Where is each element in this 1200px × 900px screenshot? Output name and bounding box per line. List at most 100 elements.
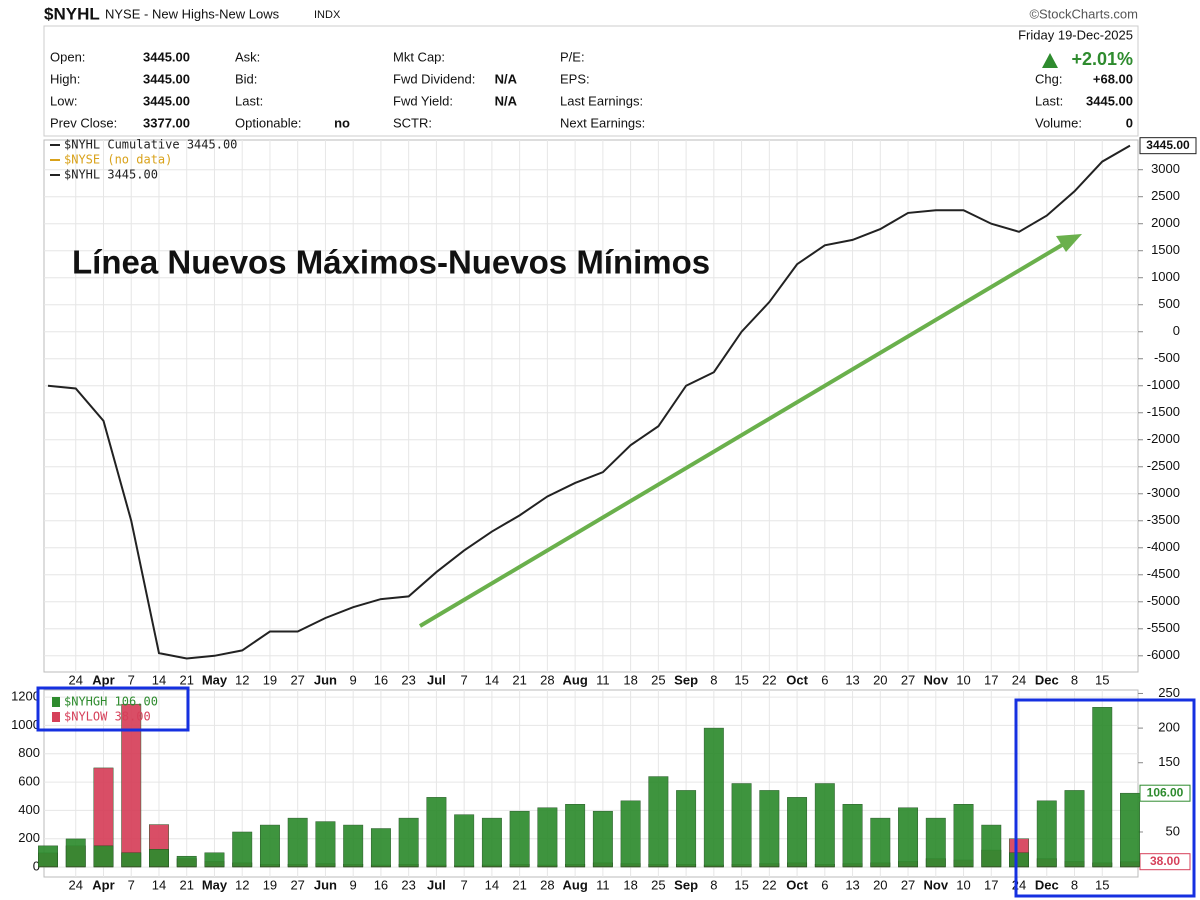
bar <box>65 838 86 867</box>
bar <box>592 810 613 867</box>
bar <box>121 703 142 868</box>
bar <box>925 817 946 867</box>
symbol-name: NYSE - New Highs-New Lows <box>105 6 280 21</box>
x-tick-label: 17 <box>984 877 998 892</box>
x-tick-label: 12 <box>235 877 249 892</box>
bar <box>1009 852 1029 867</box>
bar <box>204 852 225 867</box>
highlight-box <box>36 686 190 732</box>
info-label: Low: <box>50 93 77 108</box>
info-value: N/A <box>495 93 518 108</box>
x-tick-label: Aug <box>562 877 587 892</box>
x-tick-label: 19 <box>263 877 277 892</box>
info-label: Next Earnings: <box>560 115 645 130</box>
x-tick-label: Jun <box>314 672 337 687</box>
x-tick-label: 7 <box>128 877 135 892</box>
x-tick-label: 15 <box>1095 877 1109 892</box>
x-tick-label: 13 <box>845 672 859 687</box>
price-box <box>1139 784 1191 802</box>
x-tick-label: 20 <box>873 672 887 687</box>
x-tick-label: Dec <box>1035 877 1059 892</box>
y-tick-label: 3000 <box>1151 161 1180 176</box>
info-value: no <box>334 115 350 130</box>
exchange: INDX <box>314 9 341 21</box>
bar <box>731 783 752 867</box>
y-tick-label: 1200 <box>11 689 40 704</box>
bar <box>93 845 114 867</box>
bar <box>648 776 669 867</box>
info-label: Fwd Yield: <box>393 93 453 108</box>
change-pct: +2.01% <box>1071 49 1133 69</box>
info-box <box>43 25 1139 137</box>
info-label: Last: <box>235 93 263 108</box>
bar <box>176 855 197 867</box>
x-tick-label: 18 <box>623 672 637 687</box>
x-tick-label: Apr <box>92 877 114 892</box>
volume-label: Volume: <box>1035 115 1082 130</box>
y-tick-label: -3000 <box>1147 485 1180 500</box>
y-tick-label: -1000 <box>1147 377 1180 392</box>
x-tick-label: Nov <box>924 672 949 687</box>
info-label: EPS: <box>560 71 590 86</box>
x-tick-label: 24 <box>1012 672 1026 687</box>
quote-date: Friday 19-Dec-2025 <box>1018 27 1133 42</box>
x-tick-label: 21 <box>512 877 526 892</box>
legend-swatch <box>52 697 60 707</box>
x-tick-label: 21 <box>512 672 526 687</box>
x-tick-label: Dec <box>1035 672 1059 687</box>
chart-layer: -6000-5500-5000-4500-4000-3500-3000-2500… <box>11 137 1197 892</box>
y2-tick-label: 200 <box>1158 720 1180 735</box>
y-tick-label: -5000 <box>1147 593 1180 608</box>
x-tick-label: 27 <box>901 877 915 892</box>
x-tick-label: 22 <box>762 877 776 892</box>
bar <box>1036 800 1057 867</box>
bar <box>898 807 919 867</box>
last-label: Last: <box>1035 93 1063 108</box>
x-tick-label: 7 <box>128 672 135 687</box>
price-box <box>1139 137 1197 155</box>
line-series <box>47 144 1131 660</box>
y-tick-label: 2000 <box>1151 215 1180 230</box>
bar <box>398 817 419 867</box>
x-tick-label: 16 <box>374 672 388 687</box>
y2-tick-label: 250 <box>1158 685 1180 700</box>
x-tick-label: Oct <box>786 672 808 687</box>
y-tick-label: 1000 <box>1151 269 1180 284</box>
x-tick-label: 10 <box>956 672 970 687</box>
info-value: 3445.00 <box>143 71 190 86</box>
price-box <box>1139 853 1191 871</box>
last: 3445.00 <box>1086 93 1133 108</box>
legend-swatch <box>52 712 60 722</box>
x-tick-label: 22 <box>762 672 776 687</box>
up-arrow <box>1042 53 1058 68</box>
info-label: Last Earnings: <box>560 93 643 108</box>
bar <box>287 817 308 867</box>
legend-entry: $NYLOW 38.00 <box>64 710 151 724</box>
x-tick-label: 9 <box>350 877 357 892</box>
bar <box>315 821 336 867</box>
y-tick-label: 1000 <box>11 717 40 732</box>
x-tick-label: 23 <box>401 672 415 687</box>
bar <box>676 790 697 867</box>
bar <box>509 810 530 867</box>
x-tick-label: 15 <box>734 672 748 687</box>
chg-label: Chg: <box>1035 71 1062 86</box>
y-tick-label: -5500 <box>1147 620 1180 635</box>
x-tick-label: 19 <box>263 672 277 687</box>
x-tick-label: 17 <box>984 672 998 687</box>
y-tick-label: 500 <box>1158 296 1180 311</box>
x-tick-label: 28 <box>540 877 554 892</box>
x-tick-label: 7 <box>461 672 468 687</box>
y-tick-label: 2500 <box>1151 188 1180 203</box>
x-tick-label: 28 <box>540 672 554 687</box>
x-tick-label: Sep <box>674 672 698 687</box>
x-tick-label: 27 <box>290 877 304 892</box>
y-tick-label: -1500 <box>1147 404 1180 419</box>
chg: +68.00 <box>1093 71 1133 86</box>
bar <box>870 817 891 867</box>
bar <box>759 790 780 867</box>
x-tick-label: 15 <box>1095 672 1109 687</box>
legend-entry: $NYHGH 106.00 <box>64 695 158 709</box>
trend-arrow-head <box>1056 234 1082 252</box>
y-tick-label: -2000 <box>1147 431 1180 446</box>
